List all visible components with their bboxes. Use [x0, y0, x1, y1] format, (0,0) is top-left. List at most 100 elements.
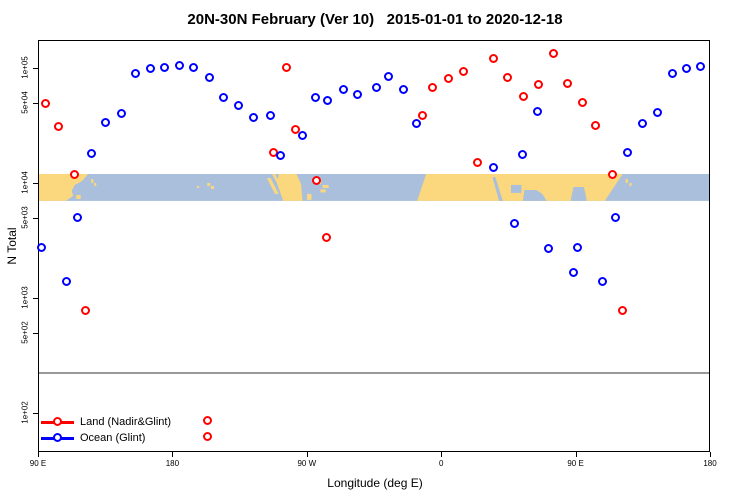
x-tick	[172, 452, 174, 457]
data-point-land	[290, 125, 300, 135]
data-point-land	[311, 176, 321, 186]
data-point-ocean	[682, 64, 692, 74]
data-point-land	[417, 110, 427, 120]
data-point-ocean	[353, 89, 363, 99]
legend-marker-land-icon	[53, 417, 62, 426]
land-patch	[91, 179, 94, 184]
land-patch	[320, 189, 326, 193]
data-point-ocean	[219, 93, 229, 103]
x-tick-label: 90 E	[567, 459, 584, 468]
land-patch	[94, 183, 97, 187]
data-point-land	[459, 66, 469, 76]
data-point-ocean	[509, 219, 519, 229]
data-point-ocean	[384, 71, 394, 81]
data-point-ocean	[117, 109, 127, 119]
y-axis-title: N Total	[5, 227, 19, 265]
data-point-ocean	[146, 64, 156, 74]
legend-item-ocean: Ocean (Glint)	[41, 430, 171, 446]
y-tick	[33, 68, 38, 70]
y-tick-label: 5e+02	[20, 321, 30, 344]
data-point-ocean	[610, 213, 620, 223]
y-tick-label: 5e+03	[20, 206, 30, 229]
data-point-ocean	[569, 267, 579, 277]
x-tick-label: 180	[165, 459, 180, 468]
y-tick-label: 5e+04	[20, 91, 30, 114]
data-point-ocean	[544, 243, 554, 253]
x-tick-label: 0	[438, 459, 444, 468]
data-point-ocean	[87, 148, 97, 158]
data-point-land	[591, 120, 601, 130]
x-axis-title: Longitude (deg E)	[327, 476, 423, 490]
land-patch	[629, 183, 632, 187]
data-point-ocean	[323, 95, 333, 105]
red-sea-gap	[492, 177, 503, 202]
data-point-land	[428, 83, 438, 93]
plot-area: Land (Nadir&Glint) Ocean (Glint)	[36, 40, 710, 452]
legend-marker-ocean-icon	[53, 433, 62, 442]
data-point-land	[53, 121, 63, 131]
data-point-ocean	[174, 60, 184, 70]
data-point-ocean	[275, 150, 285, 160]
data-point-ocean	[598, 277, 608, 287]
y-tick	[33, 413, 38, 415]
y-tick-label: 1e+02	[20, 401, 30, 425]
land-patch	[625, 179, 628, 184]
data-point-land	[281, 63, 291, 73]
data-point-land	[548, 49, 558, 59]
legend: Land (Nadir&Glint) Ocean (Glint)	[41, 414, 171, 446]
data-point-ocean	[667, 69, 677, 79]
data-point-ocean	[533, 106, 543, 116]
x-tick	[38, 452, 39, 457]
data-point-ocean	[101, 118, 111, 128]
data-point-ocean	[572, 242, 582, 252]
data-point-ocean	[696, 61, 706, 71]
data-point-land	[202, 416, 212, 426]
data-point-land	[321, 232, 331, 242]
land-patch	[266, 178, 279, 195]
x-tick	[575, 452, 577, 457]
legend-item-land: Land (Nadir&Glint)	[41, 414, 171, 430]
x-tick	[441, 452, 443, 457]
x-tick-label: 180	[703, 459, 717, 468]
data-point-ocean	[371, 83, 381, 93]
x-tick	[710, 452, 711, 457]
data-point-ocean	[130, 69, 140, 79]
data-point-land	[202, 432, 212, 442]
x-tick	[306, 452, 308, 457]
arabian-sea-gap	[522, 190, 547, 202]
data-point-ocean	[188, 62, 198, 72]
land-patch	[322, 185, 329, 189]
data-point-ocean	[36, 242, 46, 252]
land-patch	[76, 195, 81, 200]
data-point-ocean	[489, 163, 499, 173]
legend-line-land	[41, 417, 74, 426]
data-point-ocean	[622, 147, 632, 157]
bay-of-bengal-gap	[570, 187, 587, 202]
data-point-ocean	[653, 107, 663, 117]
land-patch	[307, 194, 312, 201]
y-tick	[33, 183, 38, 185]
y-tick	[33, 102, 38, 104]
data-point-ocean	[265, 111, 275, 121]
map-band	[39, 174, 709, 202]
land-patch	[207, 183, 211, 187]
data-point-ocean	[311, 92, 321, 102]
land-patch	[210, 186, 214, 190]
data-point-land	[489, 54, 499, 64]
data-point-ocean	[204, 72, 214, 82]
persian-gulf-gap	[510, 185, 522, 194]
legend-label-land: Land (Nadir&Glint)	[80, 416, 172, 428]
data-point-land	[503, 72, 513, 82]
y-tick	[33, 217, 38, 219]
x-tick-label: 90 W	[297, 459, 317, 468]
y-tick	[33, 332, 38, 334]
data-point-ocean	[339, 85, 349, 95]
data-point-ocean	[61, 277, 71, 287]
data-point-land	[608, 170, 618, 180]
data-point-ocean	[411, 119, 421, 129]
x-tick-label: 90 E	[29, 459, 47, 468]
data-point-ocean	[160, 62, 170, 72]
data-point-land	[578, 97, 588, 107]
data-point-ocean	[517, 150, 527, 160]
